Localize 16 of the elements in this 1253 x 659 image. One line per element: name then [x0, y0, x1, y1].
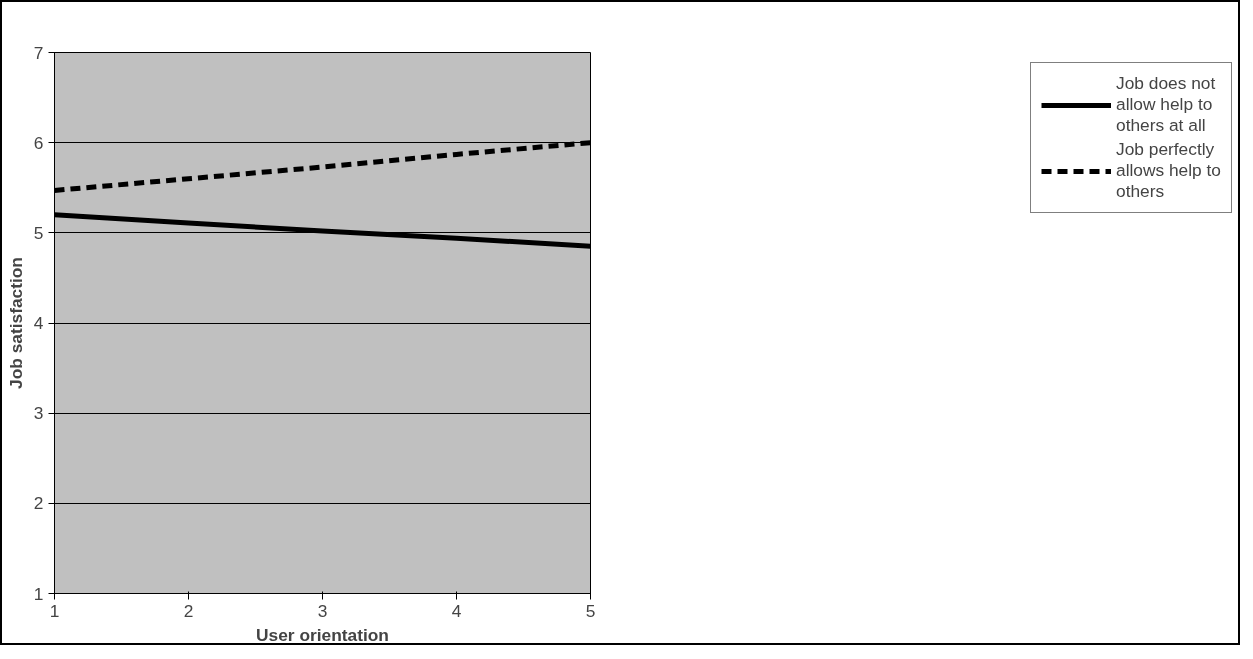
x-axis-title: User orientation — [256, 624, 389, 645]
y-tick-label: 2 — [33, 493, 44, 514]
legend-label: Job does not allow help to others at all — [1116, 73, 1216, 136]
x-tick-label: 5 — [585, 600, 596, 621]
y-tick-label: 1 — [33, 583, 44, 604]
legend-label: Job perfectly allows help to others — [1116, 139, 1221, 202]
y-tick-label: 4 — [33, 313, 44, 333]
x-tick-label: 2 — [183, 600, 194, 621]
y-tick-label: 7 — [33, 42, 44, 63]
y-axis-title: Job satisfaction — [5, 257, 26, 389]
y-tick-label: 5 — [33, 222, 44, 243]
x-tick-label: 4 — [451, 600, 462, 621]
x-tick-label: 1 — [49, 600, 60, 621]
y-tick-label: 3 — [33, 403, 44, 424]
x-tick-label: 3 — [317, 600, 328, 621]
y-tick-label: 6 — [33, 132, 44, 153]
